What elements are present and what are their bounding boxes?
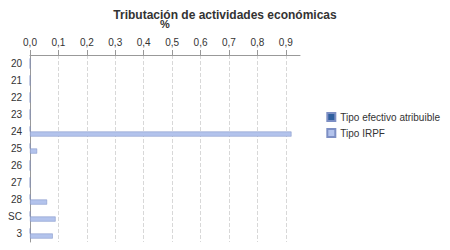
svg-text:0,6: 0,6 (194, 37, 208, 48)
svg-text:0,4: 0,4 (137, 37, 151, 48)
svg-text:25: 25 (11, 143, 23, 154)
svg-text:28: 28 (11, 194, 23, 205)
svg-text:Tipo IRPF: Tipo IRPF (340, 128, 385, 139)
svg-text:0,7: 0,7 (222, 37, 236, 48)
svg-text:Tributación de actividades eco: Tributación de actividades económicas (113, 8, 337, 22)
svg-text:0,9: 0,9 (279, 37, 293, 48)
svg-text:24: 24 (11, 126, 23, 137)
svg-text:0,3: 0,3 (108, 37, 122, 48)
svg-text:26: 26 (11, 160, 23, 171)
svg-text:21: 21 (11, 75, 23, 86)
svg-text:23: 23 (11, 109, 23, 120)
svg-text:27: 27 (11, 177, 23, 188)
svg-text:0,2: 0,2 (80, 37, 94, 48)
svg-text:SC: SC (8, 211, 22, 222)
svg-text:0,0: 0,0 (23, 37, 37, 48)
svg-text:22: 22 (11, 92, 23, 103)
svg-text:20: 20 (11, 58, 23, 69)
svg-text:0,1: 0,1 (51, 37, 65, 48)
svg-text:3: 3 (16, 228, 22, 239)
svg-text:0,5: 0,5 (165, 37, 179, 48)
svg-text:0,8: 0,8 (250, 37, 264, 48)
svg-text:Tipo efectivo atribuible: Tipo efectivo atribuible (340, 112, 440, 123)
